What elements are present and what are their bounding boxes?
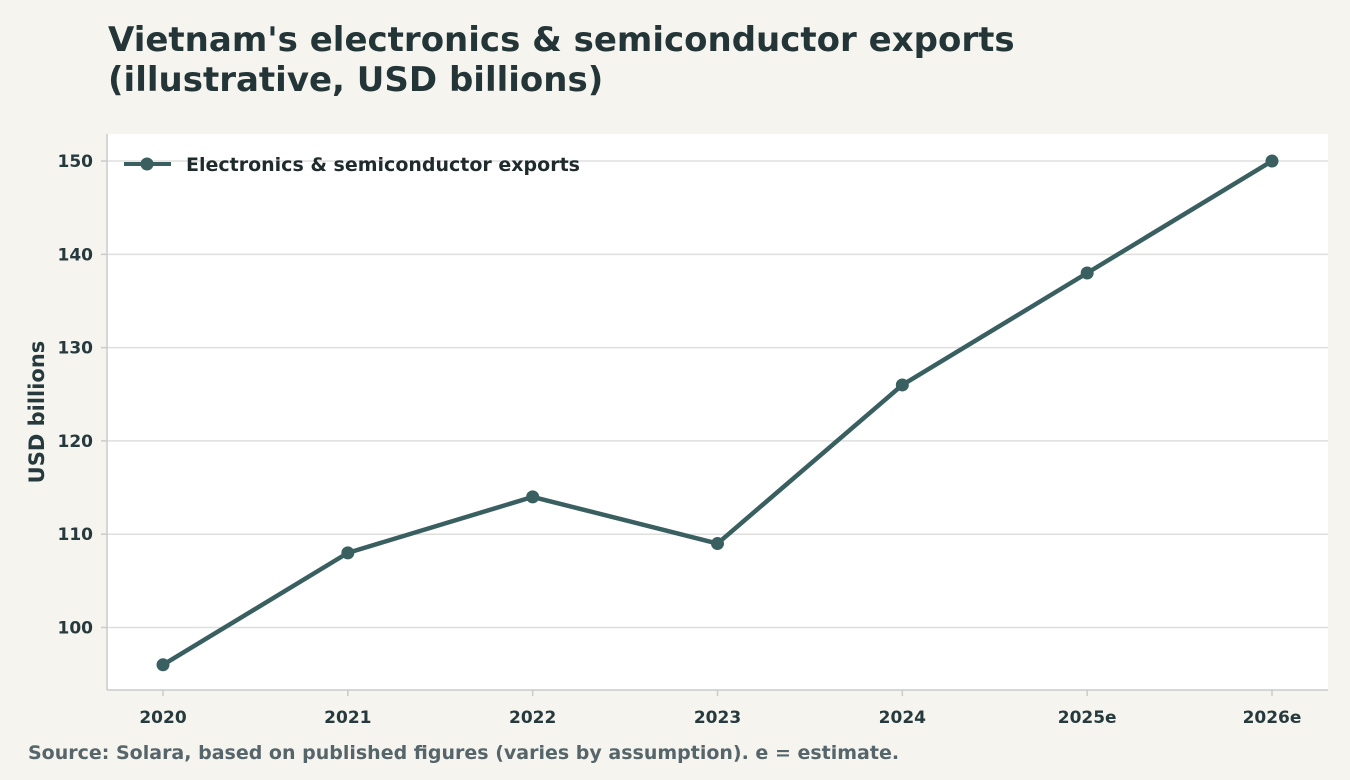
- x-axis-ticks: 2020 2021 2022 2023 2024 2025e 2026e: [139, 690, 1301, 728]
- x-tick-label-2021: 2021: [324, 708, 371, 728]
- x-tick-label-2020: 2020: [139, 708, 186, 728]
- legend-label: Electronics & semiconductor exports: [186, 154, 580, 176]
- data-point-2020: [156, 658, 170, 672]
- source-note: Source: Solara, based on published figur…: [28, 742, 900, 764]
- y-axis-title: USD billions: [25, 341, 49, 484]
- x-tick-label-2025e: 2025e: [1058, 708, 1117, 728]
- legend-marker-swatch: [140, 157, 154, 171]
- gridlines: [107, 160, 1328, 629]
- data-point-2024: [895, 378, 909, 392]
- x-tick-label-2023: 2023: [694, 708, 741, 728]
- y-tick-label-100: 100: [58, 618, 94, 638]
- data-point-2026e: [1265, 154, 1279, 168]
- y-tick-label-130: 130: [58, 339, 94, 359]
- x-tick-label-2022: 2022: [509, 708, 556, 728]
- data-point-2025e: [1080, 266, 1094, 280]
- x-tick-label-2024: 2024: [879, 708, 926, 728]
- y-tick-label-140: 140: [58, 245, 94, 265]
- chart-title-line-1: Vietnam's electronics & semiconductor ex…: [108, 20, 1015, 60]
- data-point-2021: [341, 546, 355, 560]
- legend: Electronics & semiconductor exports: [124, 154, 580, 176]
- data-point-2022: [526, 490, 540, 504]
- chart-title: Vietnam's electronics & semiconductor ex…: [108, 20, 1015, 100]
- series-layer: [156, 154, 1279, 672]
- y-tick-label-110: 110: [58, 525, 94, 545]
- y-axis-ticks: 100 110 120 130 140 150: [58, 152, 107, 638]
- plot-area: [107, 134, 1328, 690]
- data-point-2023: [711, 537, 724, 551]
- x-tick-label-2026e: 2026e: [1243, 708, 1302, 728]
- y-tick-label-150: 150: [58, 152, 94, 172]
- chart-title-line-2: (illustrative, USD billions): [108, 60, 604, 100]
- y-tick-label-120: 120: [58, 432, 94, 452]
